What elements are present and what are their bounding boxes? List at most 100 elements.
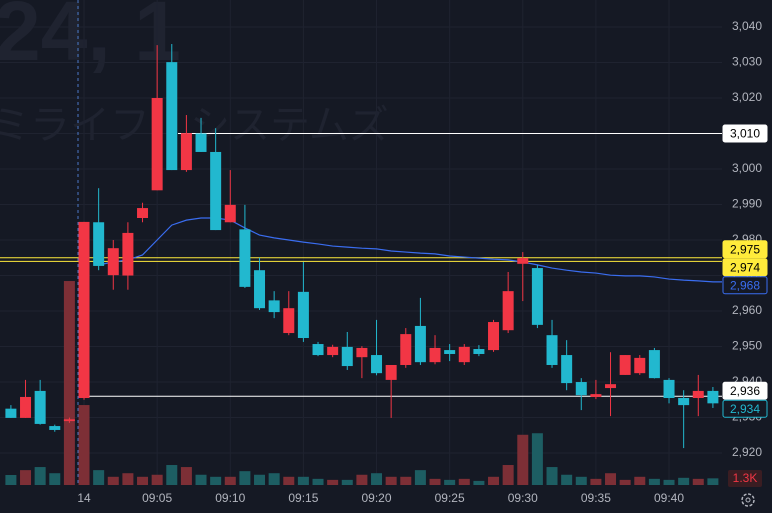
candle-body bbox=[34, 390, 46, 424]
volume-bar bbox=[195, 474, 207, 485]
candle-body bbox=[327, 346, 339, 356]
price-label-box bbox=[722, 381, 768, 400]
candle-body bbox=[297, 291, 309, 339]
candle-body bbox=[20, 396, 32, 418]
y-tick-label: 3,020 bbox=[732, 90, 762, 104]
volume-bar bbox=[590, 478, 602, 485]
candle-body bbox=[63, 419, 75, 422]
candle-body bbox=[663, 379, 675, 399]
volume-bar bbox=[400, 476, 412, 485]
volume-bar bbox=[605, 473, 617, 485]
y-tick-label: 2,960 bbox=[732, 303, 762, 317]
candle-body bbox=[634, 357, 646, 374]
volume-bar bbox=[93, 470, 105, 485]
volume-bar bbox=[619, 479, 631, 485]
candle-body bbox=[458, 346, 470, 363]
y-tick-label: 3,000 bbox=[732, 161, 762, 175]
volume-bar bbox=[254, 474, 266, 485]
y-tick-label: 2,990 bbox=[732, 197, 762, 211]
volume-bar bbox=[34, 467, 46, 485]
x-tick-label: 09:15 bbox=[288, 491, 318, 505]
volume-bar bbox=[341, 479, 353, 485]
candle-body bbox=[619, 355, 631, 375]
candle-body bbox=[5, 408, 17, 418]
candle-body bbox=[429, 347, 441, 363]
volume-label-box bbox=[728, 470, 762, 487]
volume-bar bbox=[663, 479, 675, 485]
volume-bar bbox=[692, 478, 704, 485]
x-tick-label: 14 bbox=[77, 491, 91, 505]
volume-label: 1.3K bbox=[733, 471, 758, 485]
candle-body bbox=[678, 398, 690, 406]
candle-body bbox=[502, 291, 514, 331]
candle-body bbox=[312, 344, 324, 356]
price-label-box bbox=[722, 399, 768, 418]
candle-body bbox=[122, 232, 134, 276]
candle-body bbox=[195, 133, 207, 152]
volume-bar bbox=[63, 281, 75, 485]
candle-body bbox=[107, 248, 119, 276]
price-label: 2,936 bbox=[730, 384, 760, 398]
candle-body bbox=[356, 347, 368, 358]
x-tick-label: 09:35 bbox=[581, 491, 611, 505]
candle-body bbox=[605, 384, 617, 389]
volume-bar bbox=[327, 479, 339, 485]
candle-body bbox=[268, 300, 280, 313]
volume-bar bbox=[312, 478, 324, 485]
x-tick-label: 09:05 bbox=[142, 491, 172, 505]
x-tick-label: 09:30 bbox=[508, 491, 538, 505]
candle-body bbox=[137, 208, 149, 219]
candle-body bbox=[531, 268, 543, 325]
candle-body bbox=[707, 390, 719, 404]
volume-bar bbox=[488, 476, 500, 485]
y-tick-label: 2,920 bbox=[732, 445, 762, 459]
candle-body bbox=[692, 390, 704, 399]
x-tick-label: 09:40 bbox=[654, 491, 684, 505]
volume-bar bbox=[634, 476, 646, 485]
candle-body bbox=[224, 204, 236, 223]
volume-bar bbox=[78, 405, 90, 485]
volume-bar bbox=[137, 476, 149, 485]
settings-icon bbox=[741, 493, 755, 507]
x-tick-label: 09:25 bbox=[435, 491, 465, 505]
volume-bar bbox=[473, 480, 485, 485]
candle-body bbox=[400, 334, 412, 365]
candle-body bbox=[473, 349, 485, 354]
x-tick-label: 09:20 bbox=[362, 491, 392, 505]
volume-bar bbox=[268, 473, 280, 485]
volume-bar bbox=[371, 473, 383, 485]
volume-bar bbox=[414, 470, 426, 485]
candle-body bbox=[385, 364, 397, 380]
volume-bar bbox=[166, 465, 178, 485]
price-label-box bbox=[722, 258, 768, 277]
price-label-box bbox=[722, 276, 768, 295]
volume-bar bbox=[49, 473, 61, 485]
volume-bar bbox=[20, 470, 32, 485]
candle-body bbox=[561, 355, 573, 384]
volume-bar bbox=[444, 479, 456, 485]
volume-bar bbox=[517, 434, 529, 485]
volume-bar bbox=[283, 476, 295, 485]
price-label: 2,975 bbox=[730, 242, 760, 256]
volume-bar bbox=[546, 467, 558, 485]
candle-body bbox=[371, 355, 383, 374]
candle-body bbox=[180, 133, 192, 171]
volume-bar bbox=[707, 478, 719, 485]
candle-body bbox=[254, 270, 266, 309]
volume-bar bbox=[5, 475, 17, 485]
volume-bar bbox=[224, 476, 236, 485]
volume-bar bbox=[297, 476, 309, 485]
candle-body bbox=[444, 350, 456, 354]
volume-bar bbox=[458, 478, 470, 485]
volume-bar bbox=[561, 474, 573, 485]
candle-body bbox=[590, 394, 602, 397]
x-tick-label: 09:10 bbox=[215, 491, 245, 505]
candle-body bbox=[283, 308, 295, 334]
candle-body bbox=[49, 426, 61, 430]
candle-body bbox=[546, 335, 558, 365]
price-label-box bbox=[722, 240, 768, 259]
watermark: 24, 1 bbox=[0, 0, 181, 78]
